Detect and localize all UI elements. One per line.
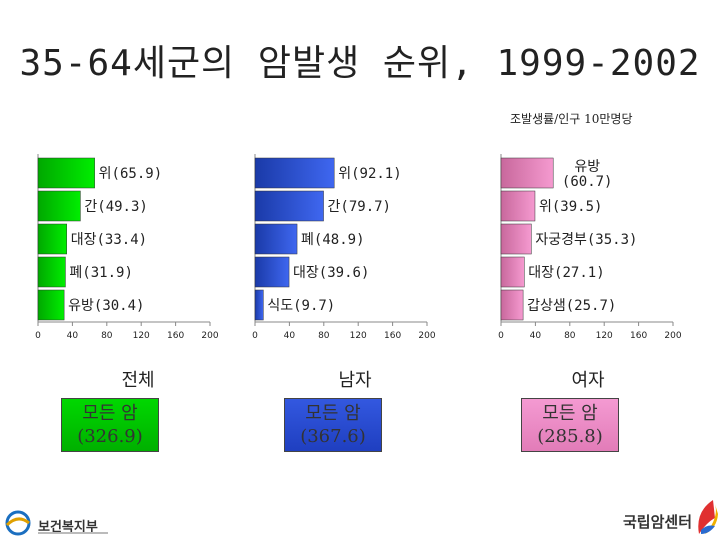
panel-label-male: 남자 <box>338 370 372 391</box>
male-x-tick-label: 200 <box>418 331 435 341</box>
male-x-tick-label: 160 <box>384 331 401 341</box>
ministry-emblem-icon <box>5 510 31 536</box>
total-x-tick-label: 0 <box>35 331 41 341</box>
female-bar <box>500 157 554 189</box>
total-x-tick-label: 120 <box>133 331 150 341</box>
male-box-line1: 모든 암 <box>305 403 361 424</box>
female-bar <box>500 256 525 288</box>
male-x-tick-label: 120 <box>350 331 367 341</box>
male-bar <box>254 157 335 189</box>
female-x-tick-label: 0 <box>498 331 504 341</box>
total-bar <box>37 190 81 222</box>
total-bar <box>37 256 66 288</box>
male-bar <box>254 223 298 255</box>
female-all-cancer-box: 모든 암 (285.8) <box>521 398 619 452</box>
male-box-line2: (367.6) <box>300 426 366 447</box>
male-bar-label: 폐(48.9) <box>301 232 364 248</box>
female-bar-label: 자궁경부(35.3) <box>535 232 637 248</box>
ministry-logo-subline <box>38 532 108 534</box>
page-title: 35-64세군의 암발생 순위, 1999-2002 <box>19 43 701 84</box>
female-bar <box>500 289 524 321</box>
total-x-tick-label: 160 <box>167 331 184 341</box>
unit-note: 조발생률/인구 10만명당 <box>510 112 633 126</box>
male-bar-label: 간(79.7) <box>328 199 391 215</box>
total-all-cancer-box: 모든 암 (326.9) <box>61 398 159 452</box>
female-bar-label: 대장(27.1) <box>528 265 604 281</box>
female-bar-label: 유방 (60.7) <box>562 159 613 190</box>
panel-label-female: 여자 <box>571 370 605 391</box>
male-bar <box>254 190 324 222</box>
total-bar-label: 폐(31.9) <box>69 265 132 281</box>
female-bar <box>500 223 532 255</box>
male-x-tick-label: 0 <box>252 331 258 341</box>
total-bar-label: 간(49.3) <box>84 199 147 215</box>
female-x-tick-label: 200 <box>664 331 681 341</box>
total-x-tick-label: 40 <box>67 331 79 341</box>
total-box-line1: 모든 암 <box>82 403 138 424</box>
male-bar-label: 식도(9.7) <box>267 298 335 314</box>
total-x-tick-label: 200 <box>201 331 218 341</box>
female-bar <box>500 190 536 222</box>
total-bar <box>37 157 95 189</box>
female-bar-label: 갑상샘(25.7) <box>527 298 616 314</box>
male-bar <box>254 256 290 288</box>
cancer-center-emblem-icon <box>698 500 718 534</box>
ministry-logo: 보건복지부 <box>0 508 120 538</box>
female-x-tick-label: 160 <box>630 331 647 341</box>
total-bar <box>37 289 65 321</box>
female-bar-label-line: (60.7) <box>562 174 613 190</box>
female-box-line1: 모든 암 <box>542 403 598 424</box>
female-x-tick-label: 40 <box>530 331 542 341</box>
total-bar-label: 대장(33.4) <box>71 232 147 248</box>
total-bar <box>37 223 67 255</box>
female-bar-label: 위(39.5) <box>539 199 602 215</box>
panel-label-total: 전체 <box>121 370 155 391</box>
female-x-tick-label: 120 <box>596 331 613 341</box>
male-bar-label: 위(92.1) <box>338 166 401 182</box>
female-x-tick-label: 80 <box>564 331 576 341</box>
cancer-center-logo-text: 국립암센터 <box>623 513 693 531</box>
male-x-tick-label: 80 <box>318 331 330 341</box>
male-bar-label: 대장(39.6) <box>293 265 369 281</box>
female-box-line2: (285.8) <box>537 426 603 447</box>
male-x-tick-label: 40 <box>284 331 296 341</box>
female-bar-label-line: 유방 <box>574 159 600 175</box>
male-bar <box>254 289 264 321</box>
charts-canvas: 0 40 80 120 160 200 위(65.9) 간(49.3) 대장(33.4) 폐(31… <box>35 154 682 341</box>
ministry-logo-text: 보건복지부 <box>38 520 98 535</box>
male-all-cancer-box: 모든 암 (367.6) <box>284 398 382 452</box>
total-x-tick-label: 80 <box>101 331 113 341</box>
total-box-line2: (326.9) <box>77 426 143 447</box>
total-bar-label: 유방(30.4) <box>68 298 144 314</box>
total-bar-label: 위(65.9) <box>99 166 162 182</box>
